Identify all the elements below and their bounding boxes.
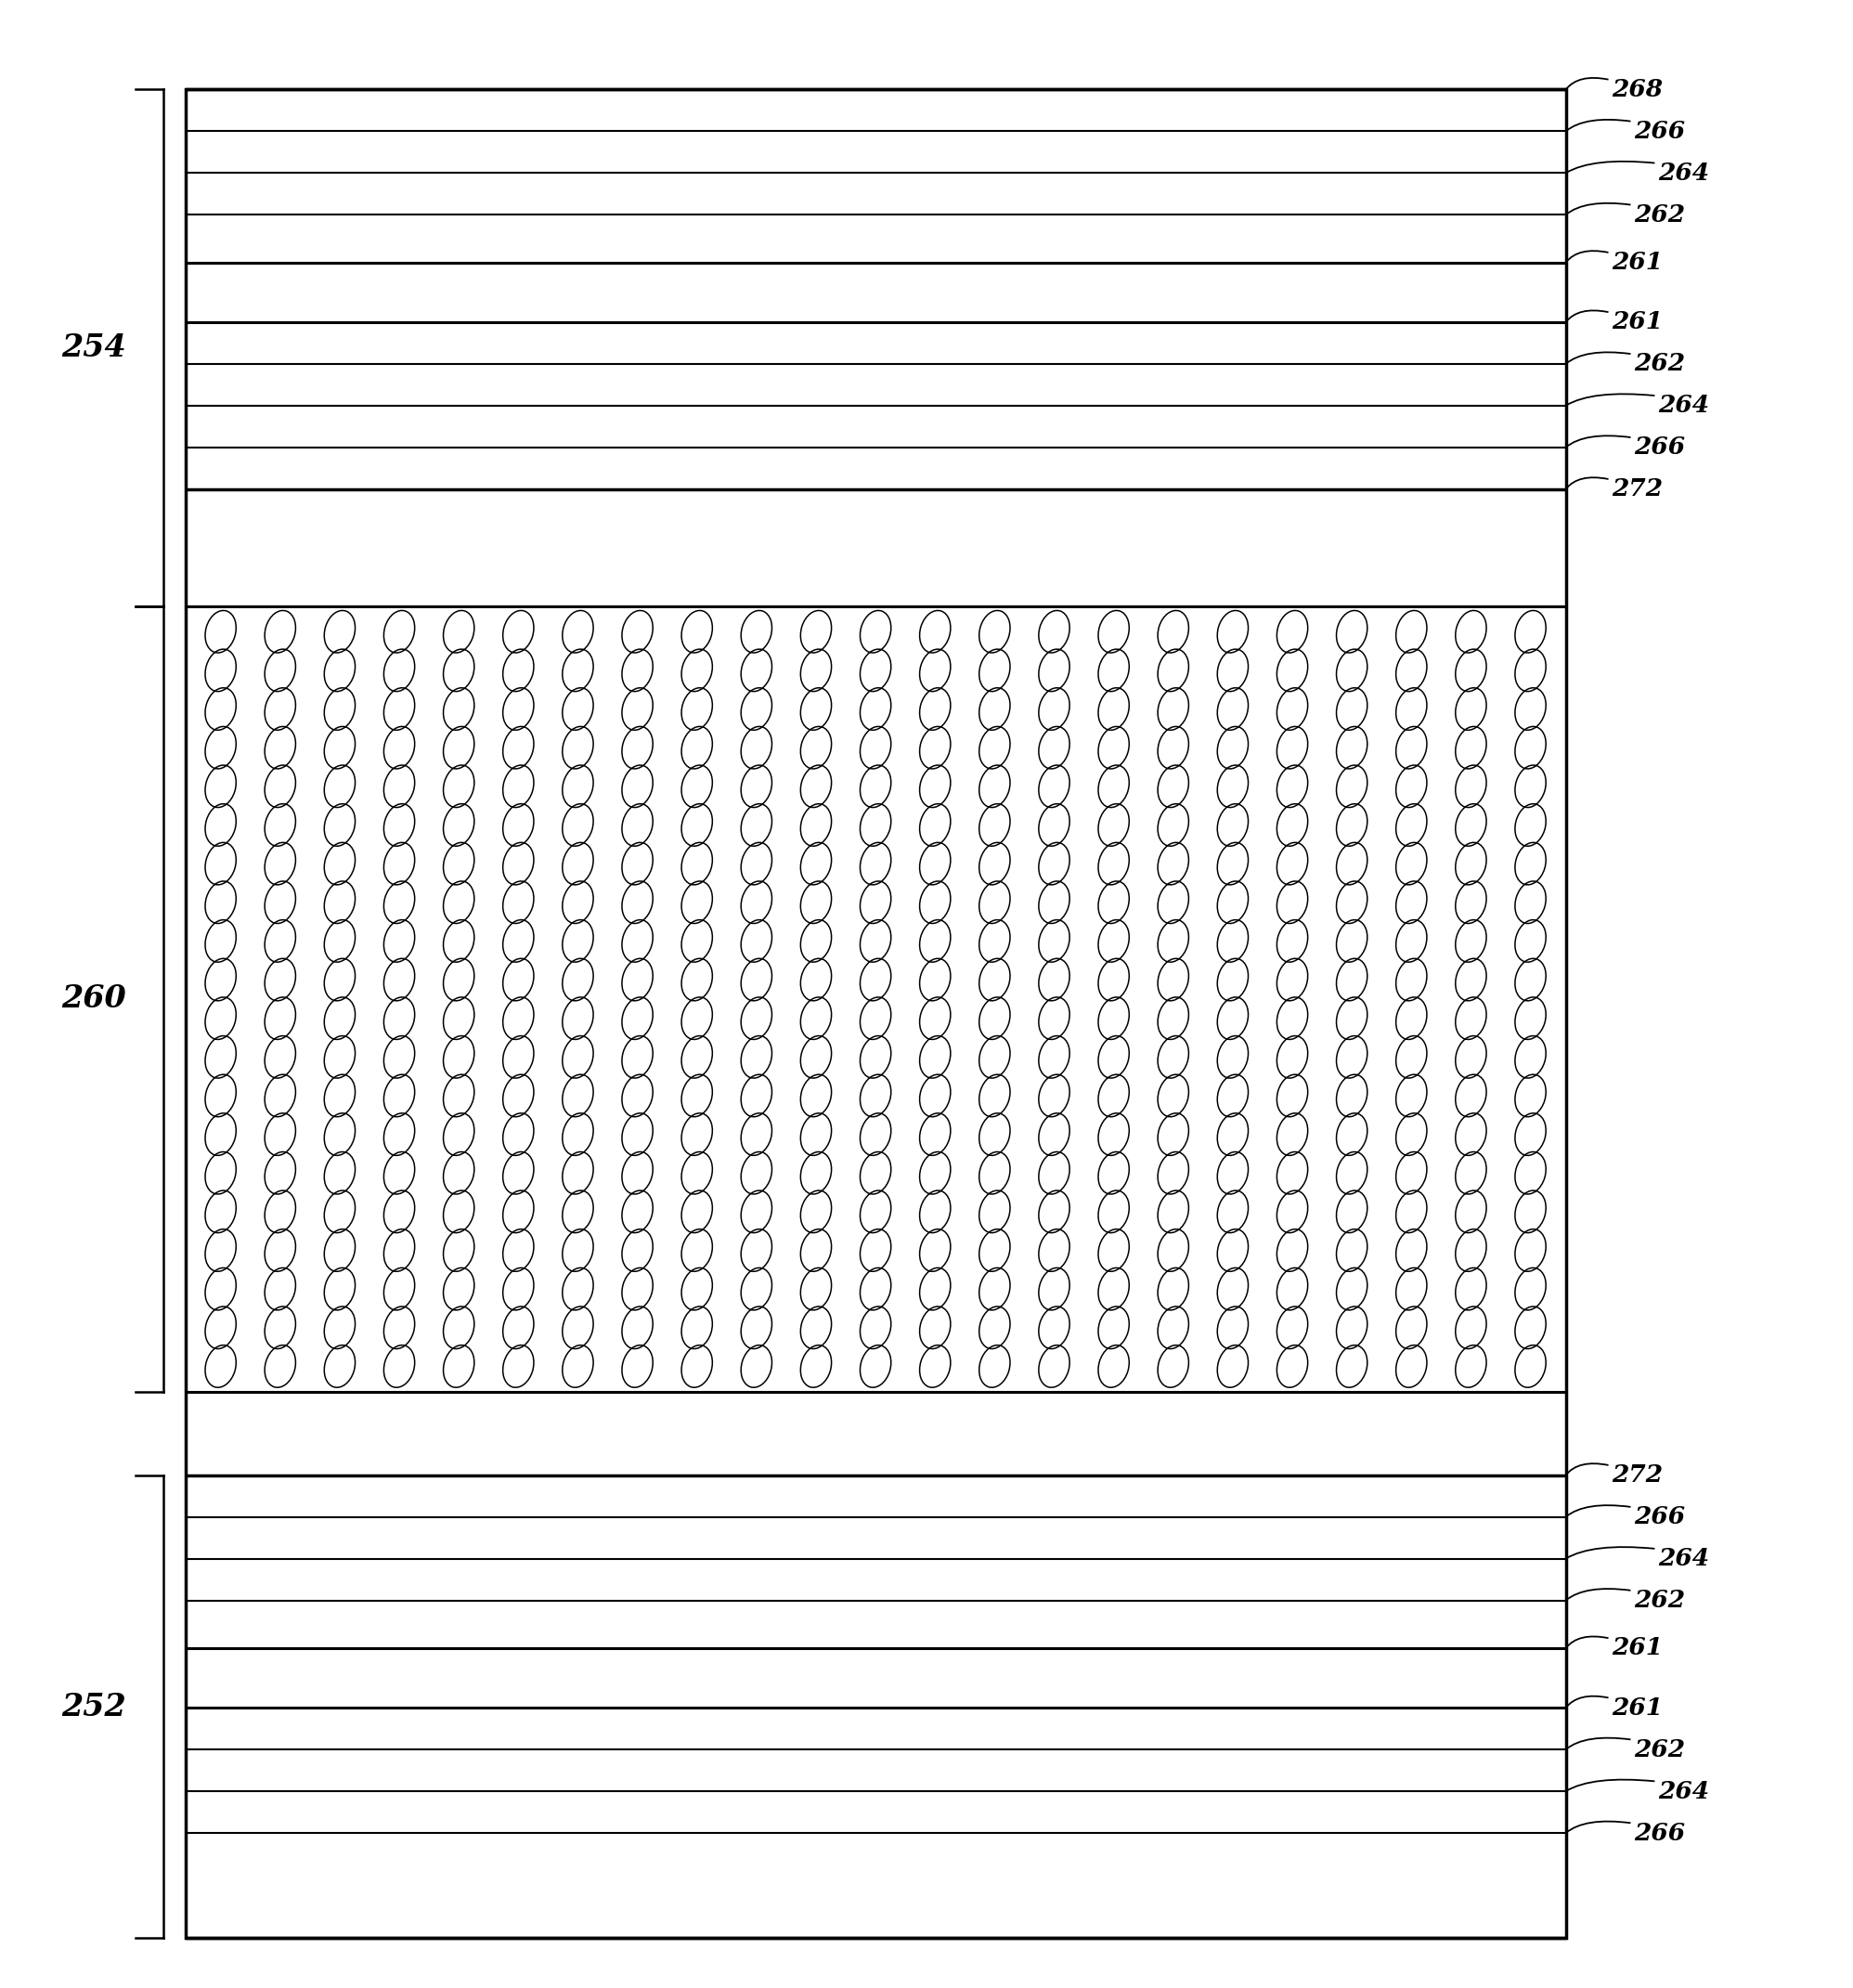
Text: 268: 268 xyxy=(1612,78,1664,101)
Text: 261: 261 xyxy=(1612,1636,1664,1660)
Text: 261: 261 xyxy=(1612,250,1664,274)
Text: 260: 260 xyxy=(61,984,126,1014)
Text: 264: 264 xyxy=(1658,1779,1710,1803)
Text: 266: 266 xyxy=(1634,1505,1686,1529)
Text: 266: 266 xyxy=(1634,435,1686,459)
Text: 266: 266 xyxy=(1634,119,1686,143)
Text: 266: 266 xyxy=(1634,1821,1686,1845)
Text: 264: 264 xyxy=(1658,1547,1710,1571)
Text: 254: 254 xyxy=(61,332,126,364)
Text: 262: 262 xyxy=(1634,1738,1686,1761)
Text: 261: 261 xyxy=(1612,310,1664,334)
Text: 262: 262 xyxy=(1634,203,1686,227)
Text: 264: 264 xyxy=(1658,161,1710,185)
Text: 262: 262 xyxy=(1634,352,1686,376)
Text: 252: 252 xyxy=(61,1692,126,1722)
Text: 272: 272 xyxy=(1612,477,1664,501)
Text: 262: 262 xyxy=(1634,1588,1686,1612)
Text: 261: 261 xyxy=(1612,1696,1664,1720)
Text: 272: 272 xyxy=(1612,1463,1664,1487)
Text: 264: 264 xyxy=(1658,394,1710,417)
